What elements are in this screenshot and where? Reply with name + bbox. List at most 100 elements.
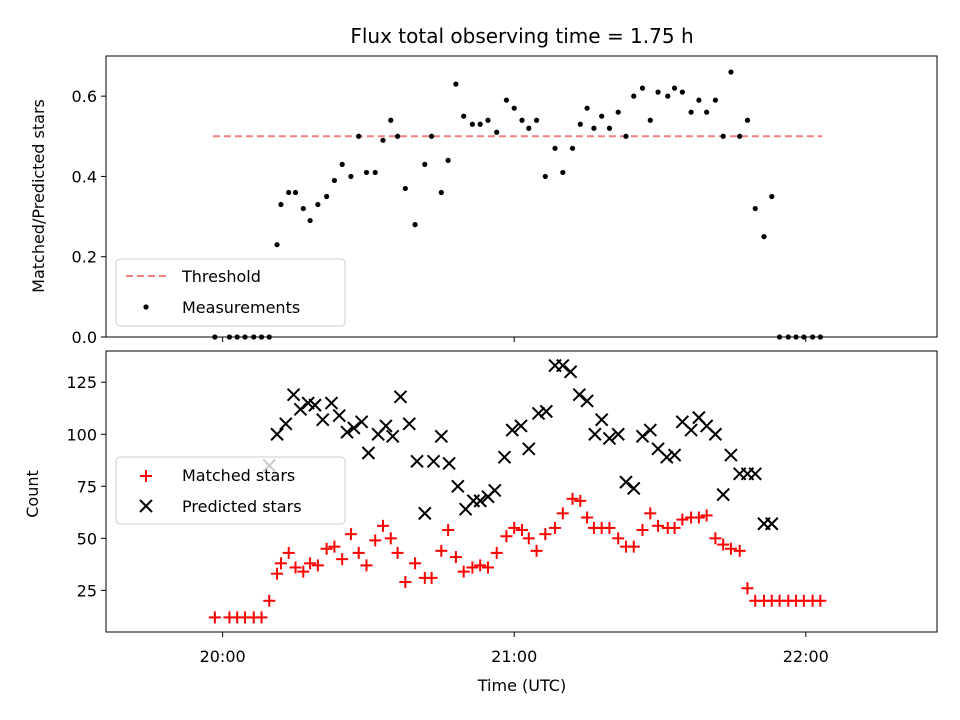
y-tick-label: 25 — [77, 581, 97, 600]
matched-stars-point — [522, 532, 535, 545]
predicted-stars-point — [434, 429, 449, 444]
matched-stars-point — [500, 530, 513, 543]
predicted-stars-point — [316, 412, 330, 427]
matched-stars-point — [360, 559, 373, 572]
predicted-stars-point — [635, 429, 650, 444]
measurements-point — [560, 169, 566, 176]
predicted-stars-point — [270, 427, 284, 441]
matched-stars-point — [549, 521, 562, 534]
predicted-stars-point — [588, 427, 602, 441]
predicted-stars-point — [627, 481, 641, 496]
ratio-y-axis-title: Matched/Predicted stars — [29, 99, 48, 293]
x-axis-title: Time (UTC) — [477, 676, 566, 695]
matched-stars-point — [435, 544, 448, 557]
count-y-axis-title: Count — [23, 470, 42, 518]
predicted-stars-point — [724, 448, 738, 462]
predicted-stars-point — [379, 419, 393, 433]
measurements-point — [696, 97, 702, 103]
matched-stars-point — [636, 524, 649, 537]
measurements-point — [665, 93, 671, 99]
y-tick-label: 100 — [66, 425, 97, 444]
matched-stars-point — [297, 565, 310, 578]
measurements-point — [412, 222, 418, 228]
predicted-stars-point — [293, 402, 308, 416]
measurements-legend-swatch — [143, 304, 149, 310]
predicted-stars-point — [451, 479, 465, 494]
matched-stars-point — [282, 546, 295, 559]
matched-stars-point — [311, 559, 324, 572]
predicted-stars-point — [660, 450, 674, 464]
measurements-point — [752, 205, 758, 212]
matched-stars-point — [644, 507, 657, 520]
ratio-legend-box — [115, 258, 346, 327]
matched-stars-point — [466, 561, 479, 574]
matched-stars-point — [369, 534, 382, 547]
matched-stars-point — [530, 544, 543, 557]
predicted-stars-point — [531, 406, 546, 421]
predicted-stars-point — [410, 454, 424, 469]
measurements-point — [274, 242, 280, 248]
matched-stars-point — [399, 576, 412, 589]
measurements-point — [300, 205, 306, 212]
measurements-point — [286, 189, 292, 196]
matched-stars-point — [724, 542, 737, 555]
matched-stars-point — [612, 532, 625, 545]
predicted-stars-point — [347, 421, 361, 435]
measurements-point — [372, 169, 378, 176]
matched-stars-point — [515, 524, 528, 537]
matched-stars-point — [377, 519, 389, 532]
matched-stars-point — [391, 546, 404, 559]
measurements-point — [292, 189, 299, 196]
predicted-stars-point — [340, 425, 354, 439]
measurements-point — [599, 113, 605, 119]
measurements-point — [363, 169, 370, 176]
matched-stars-point — [409, 557, 422, 570]
measurements-point — [688, 109, 694, 115]
matched-stars-point — [442, 524, 455, 537]
measurements-point — [704, 109, 710, 115]
matched-stars-point — [320, 542, 333, 555]
matched-stars-point — [717, 538, 730, 551]
measurements-point — [485, 117, 491, 123]
measurements-point — [402, 185, 408, 192]
predicted-legend-swatch — [139, 499, 153, 513]
measurements-point — [679, 89, 685, 95]
matched-stars-point — [566, 492, 579, 505]
y-tick-label: 75 — [77, 477, 97, 496]
count-legend: Matched stars Predicted stars — [115, 456, 346, 525]
ratio-legend: Threshold Measurements — [115, 258, 346, 327]
measurements-point — [623, 133, 629, 139]
y-tick-label: 50 — [77, 529, 97, 548]
matched-stars-point — [304, 557, 317, 570]
measurements-point — [315, 201, 321, 208]
matched-stars-point — [627, 540, 640, 553]
predicted-stars-point — [488, 483, 502, 498]
predicted-stars-point — [442, 456, 456, 471]
measurements-point — [569, 145, 576, 151]
measurements-point — [428, 133, 435, 139]
measurements-point — [422, 161, 428, 167]
measurements-point — [647, 117, 653, 123]
y-tick-label: 125 — [66, 373, 97, 392]
matched-stars-point — [508, 521, 521, 534]
predicted-stars-point — [765, 517, 779, 531]
predicted-stars-point — [505, 423, 519, 437]
measurements-point — [526, 125, 532, 131]
measurements-point — [453, 81, 459, 87]
measurements-point — [552, 145, 558, 151]
measurements-point — [584, 105, 590, 111]
x-tick-label: 22:00 — [783, 647, 829, 666]
matched-stars-point — [574, 494, 587, 507]
predicted-stars-point — [594, 412, 609, 427]
y-tick-label: 0.4 — [72, 167, 97, 186]
ratio-plot-frame — [105, 55, 938, 338]
matched-stars-point — [263, 594, 276, 607]
measurements-point — [631, 93, 637, 99]
predicted-stars-point — [324, 396, 339, 410]
predicted-stars-point — [563, 365, 578, 379]
matched-stars-point — [700, 509, 713, 522]
matched-stars-point — [384, 532, 397, 545]
predicted-stars-point — [426, 454, 441, 469]
measurements-point — [461, 113, 467, 119]
